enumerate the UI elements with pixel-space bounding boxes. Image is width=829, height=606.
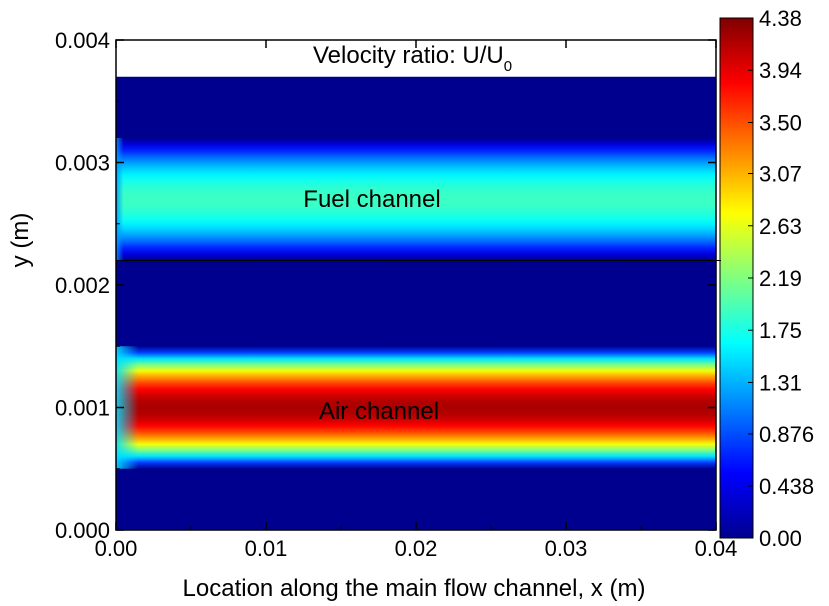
colorbar-tick-label: 2.19 xyxy=(759,266,802,291)
inlet-region xyxy=(116,346,139,469)
channel-flow-field xyxy=(116,138,716,261)
y-tick-label: 0.002 xyxy=(55,273,110,298)
x-tick-label: 0.04 xyxy=(695,536,738,561)
annotation-subscript: 0 xyxy=(504,58,512,75)
colorbar-bar xyxy=(719,17,754,539)
x-tick-label: 0.02 xyxy=(395,536,438,561)
y-axis-title: y (m) xyxy=(7,213,34,268)
chart-annotation: Velocity ratio: U/U0 xyxy=(313,42,512,75)
colorbar-tick-label: 0.876 xyxy=(759,422,814,447)
axes: 0.000 0.001 0.002 0.003 0.004 0.00 0.01 0.02 0.0… xyxy=(55,28,737,561)
channel-flow-field xyxy=(116,346,716,469)
colorbar-tick-label: 1.75 xyxy=(759,318,802,343)
x-tick-label: 0.03 xyxy=(545,536,588,561)
air-channel-label: Air channel xyxy=(319,398,439,425)
x-axis-title: Location along the main flow channel, x … xyxy=(183,575,646,602)
colorbar-tick-label: 3.94 xyxy=(759,58,802,83)
y-tick-label: 0.003 xyxy=(55,151,110,176)
y-tick-label: 0.001 xyxy=(55,396,110,421)
colorbar-tick-label: 4.38 xyxy=(759,6,802,31)
colorbar-tick-label: 0.438 xyxy=(759,474,814,499)
inlet-region xyxy=(116,138,124,261)
fuel-channel-label: Fuel channel xyxy=(303,186,440,213)
x-tick-label: 0.01 xyxy=(245,536,288,561)
colorbar-tick-label: 1.31 xyxy=(759,370,802,395)
colorbar: 0.00 0.438 0.876 1.31 1.75 2.19 2.63 3.07 3.50 3.… xyxy=(719,6,814,551)
y-tick-label: 0.000 xyxy=(55,518,110,543)
colorbar-tick-label: 3.07 xyxy=(759,162,802,187)
colorbar-tick-label: 0.00 xyxy=(759,526,802,551)
x-tick-label: 0.00 xyxy=(95,536,138,561)
colorbar-tick-label: 2.63 xyxy=(759,214,802,239)
annotation-text: Velocity ratio: U/U xyxy=(313,42,504,69)
y-tick-label: 0.004 xyxy=(55,28,110,53)
plot-area xyxy=(116,76,716,530)
colorbar-tick-label: 3.50 xyxy=(759,110,802,135)
